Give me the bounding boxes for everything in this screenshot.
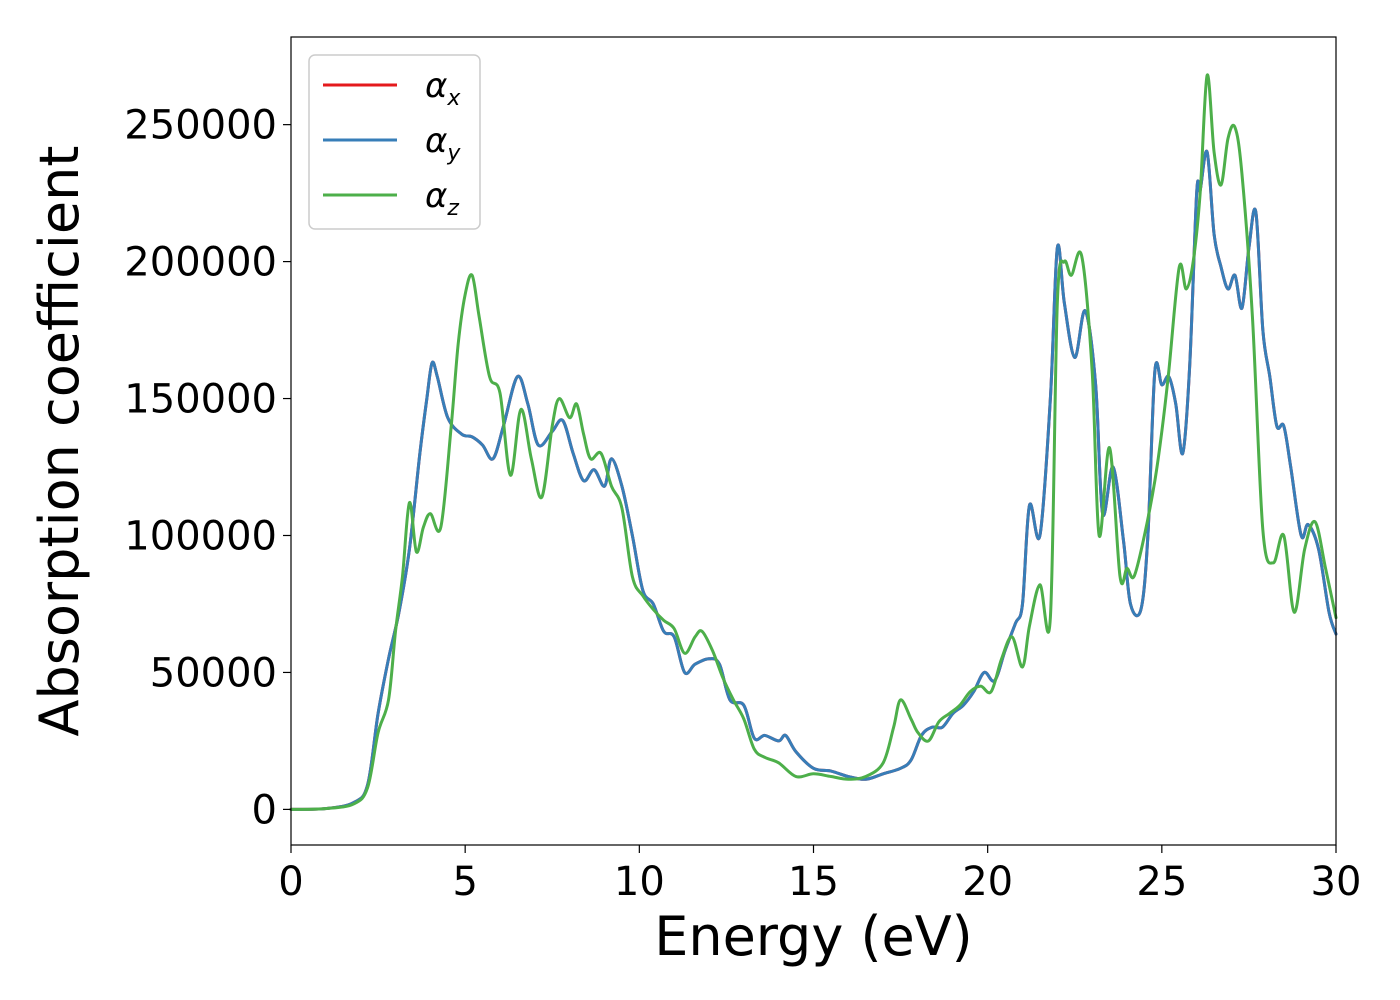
x-tick-label: 0 <box>278 859 303 905</box>
x-axis-ticks: 0 5 10 15 20 25 30 <box>278 845 1361 905</box>
legend-symbol: α <box>425 176 447 216</box>
x-axis-title: Energy (eV) <box>654 905 973 968</box>
y-tick-label: 50000 <box>150 650 277 696</box>
legend-symbol: α <box>425 121 447 161</box>
y-tick-label: 100000 <box>124 513 277 559</box>
legend-subscript: y <box>446 141 461 166</box>
y-axis-ticks: 0 50000 100000 150000 200000 250000 <box>124 103 291 833</box>
x-tick-label: 25 <box>1136 859 1187 905</box>
legend-label-alpha-z: αz <box>425 176 459 221</box>
x-tick-label: 20 <box>962 859 1013 905</box>
legend-symbol: α <box>425 66 447 106</box>
legend-subscript: z <box>446 196 459 221</box>
y-tick-label: 150000 <box>124 377 277 423</box>
x-tick-label: 30 <box>1311 859 1362 905</box>
series-line-alpha-y <box>289 149 1338 811</box>
y-tick-label: 200000 <box>124 240 277 286</box>
y-tick-label: 0 <box>252 787 277 833</box>
series-line-alpha-z <box>289 73 1338 811</box>
y-tick-label: 250000 <box>124 103 277 149</box>
legend-subscript: x <box>446 86 461 111</box>
x-tick-label: 10 <box>614 859 665 905</box>
y-axis-title: Absorption coefficient <box>28 146 91 737</box>
legend-label-alpha-x: αx <box>425 66 461 111</box>
legend-box <box>308 54 481 230</box>
x-tick-label: 15 <box>788 859 839 905</box>
legend-label-alpha-y: αy <box>425 121 461 166</box>
series-layer <box>289 73 1338 811</box>
x-tick-label: 5 <box>452 859 477 905</box>
